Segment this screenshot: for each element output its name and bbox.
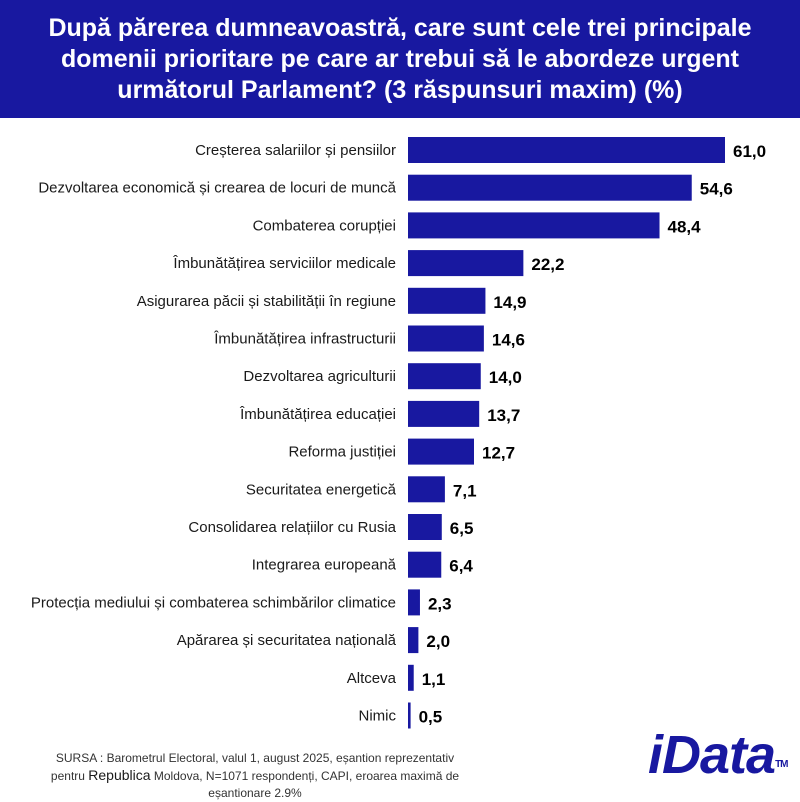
value-label: 6,4 <box>449 557 473 576</box>
category-label: Îmbunătățirea educației <box>239 406 396 423</box>
value-label: 0,5 <box>419 708 443 727</box>
bar <box>408 514 442 540</box>
category-label: Combaterea corupției <box>253 217 396 234</box>
value-label: 6,5 <box>450 519 474 538</box>
category-label: Protecția mediului și combaterea schimbă… <box>31 594 396 611</box>
bar <box>408 137 725 163</box>
source-line-2-post: Moldova, N=1071 respondenți, CAPI, eroar… <box>150 769 460 783</box>
bar-chart: Creșterea salariilor și pensiilor 61,0 Dez… <box>31 137 766 729</box>
source-line-3: eșantionare 2.9% <box>208 786 302 800</box>
value-label: 2,0 <box>426 632 450 651</box>
category-label: Altceva <box>347 670 397 687</box>
bar <box>408 702 411 729</box>
value-label: 13,7 <box>487 406 520 425</box>
value-label: 14,0 <box>489 368 522 387</box>
bar <box>408 250 524 277</box>
category-label: Nimic <box>359 708 397 725</box>
value-label: 14,9 <box>493 293 526 312</box>
bar <box>408 664 414 691</box>
bar <box>408 627 419 654</box>
category-label: Creșterea salariilor și pensiilor <box>195 142 396 159</box>
value-label: 12,7 <box>482 444 515 463</box>
category-label: Reforma justiției <box>288 444 396 461</box>
value-label: 1,1 <box>422 670 446 689</box>
bar <box>408 476 445 503</box>
bar <box>408 589 420 616</box>
category-label: Dezvoltarea economică și crearea de locu… <box>38 180 396 197</box>
value-label: 2,3 <box>428 594 452 613</box>
value-label: 48,4 <box>668 217 702 236</box>
value-label: 7,1 <box>453 481 477 500</box>
category-label: Îmbunătățirea serviciilor medicale <box>172 255 396 272</box>
value-label: 22,2 <box>531 255 564 274</box>
value-label: 61,0 <box>733 142 766 161</box>
source-note: SURSA : Barometrul Electoral, valul 1, a… <box>20 750 490 802</box>
category-label: Apărarea și securitatea națională <box>177 632 397 649</box>
bar <box>408 212 660 239</box>
logo-data: Data <box>662 725 776 785</box>
category-label: Dezvoltarea agriculturii <box>243 368 396 385</box>
idata-logo: iDataTM <box>648 725 789 785</box>
source-line-2-strong: Republica <box>88 767 151 783</box>
category-label: Îmbunătățirea infrastructurii <box>213 331 396 348</box>
value-label: 14,6 <box>492 331 525 350</box>
category-label: Consolidarea relațiilor cu Rusia <box>188 519 396 536</box>
category-label: Asigurarea păcii și stabilității în regi… <box>137 293 396 310</box>
source-line-2-pre: pentru <box>50 769 89 783</box>
bar <box>408 551 442 578</box>
logo-trademark: TM <box>775 759 788 770</box>
source-line-1: SURSA : Barometrul Electoral, valul 1, a… <box>55 751 455 765</box>
bar <box>408 287 486 314</box>
bar <box>408 400 480 427</box>
category-label: Securitatea energetică <box>246 481 397 498</box>
logo-i: i <box>648 725 663 785</box>
bar <box>408 325 484 352</box>
bar <box>408 438 474 465</box>
chart-title: După părerea dumneavoastră, care sunt ce… <box>48 13 752 104</box>
value-label: 54,6 <box>700 180 733 199</box>
header-banner: După părerea dumneavoastră, care sunt ce… <box>0 0 800 118</box>
bar <box>408 363 481 390</box>
category-label: Integrarea europeană <box>252 557 397 574</box>
bar <box>408 174 692 201</box>
